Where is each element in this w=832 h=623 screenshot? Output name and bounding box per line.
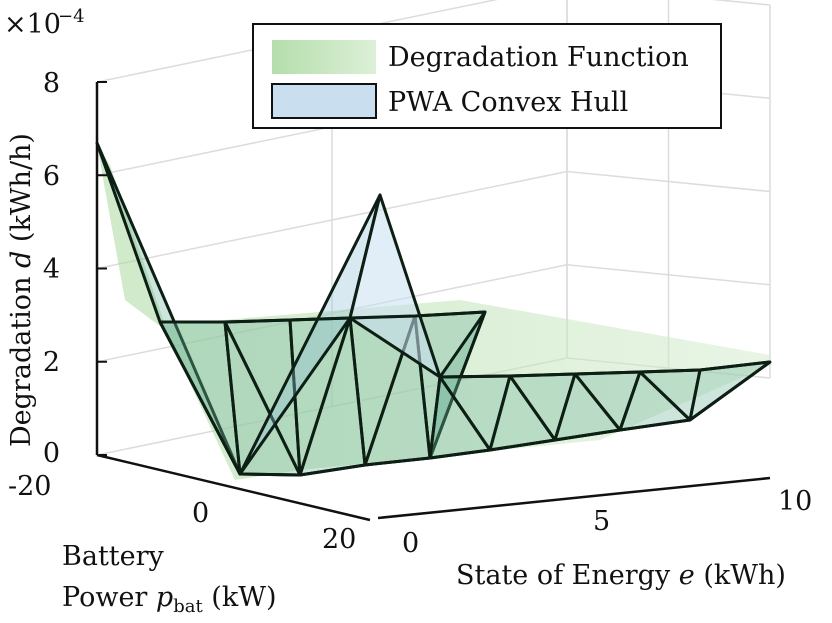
legend-label-hull: PWA Convex Hull (388, 87, 628, 118)
y-axis-title: Battery Power pbat (kW) (62, 541, 276, 617)
x-axis-title-unit: (kWh) (695, 560, 786, 591)
hull-ridge-upper (160, 310, 486, 324)
z-tick-6: 6 (43, 161, 60, 192)
x-axis-ticks: 0 5 10 (402, 486, 812, 559)
axes (95, 81, 771, 522)
legend-swatch-hull (271, 83, 377, 119)
z-axis-ticks: 8 6 4 2 0 (43, 68, 60, 469)
z-tick-0: 0 (43, 438, 60, 469)
y-axis-title-unit: (kW) (203, 582, 277, 613)
z-axis-title-var: d (6, 251, 37, 268)
z-axis-title: Degradation d (kWh/h) (6, 133, 37, 447)
degradation-function-surface (97, 145, 770, 480)
legend-label-degradation: Degradation Function (388, 42, 689, 73)
z-tick-4: 4 (43, 254, 60, 285)
y-axis-title-line1: Battery (62, 541, 165, 572)
hull-bottom-edge (239, 360, 771, 477)
y-axis-title-prefix: Power (62, 582, 156, 613)
hull-peak-side (348, 193, 442, 379)
z-tick-8: 8 (43, 68, 60, 99)
x-tick-5: 5 (593, 506, 610, 537)
y-axis-line (96, 453, 371, 522)
z-axis-title-prefix: Degradation (6, 268, 37, 447)
y-tick-20: 20 (322, 524, 356, 555)
z-axis-title-unit: (kWh/h) (6, 133, 37, 251)
hull-ridge-lower (439, 360, 771, 379)
degradation-function-patch (97, 145, 770, 480)
exponent-power: −4 (58, 6, 85, 27)
z-tick-2: 2 (43, 347, 60, 378)
x-tick-0: 0 (402, 528, 419, 559)
y-axis-ticks: -20 0 20 (8, 471, 356, 555)
y-tick-neg20: -20 (8, 471, 51, 502)
exponent-label: ×10 −4 (4, 6, 85, 40)
x-axis-title: State of Energy e (kWh) (456, 560, 786, 591)
x-axis-line (377, 476, 771, 520)
x-tick-10: 10 (778, 486, 812, 517)
legend: Degradation Function PWA Convex Hull (252, 23, 722, 129)
y-tick-0: 0 (192, 498, 209, 529)
legend-swatch-degradation (272, 40, 376, 74)
y-axis-title-var: p (156, 582, 173, 613)
pwa-convex-hull-surface (95, 141, 772, 477)
exponent-base: ×10 (4, 9, 61, 40)
y-axis-title-line2: Power pbat (kW) (62, 582, 276, 617)
x-axis-title-var: e (679, 560, 695, 591)
x-axis-title-prefix: State of Energy (456, 560, 679, 591)
y-axis-title-sub: bat (173, 596, 203, 617)
